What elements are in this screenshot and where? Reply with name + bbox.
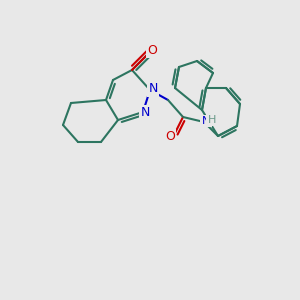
Text: O: O: [165, 130, 175, 143]
Text: O: O: [147, 44, 157, 56]
Text: N: N: [148, 82, 158, 95]
Text: H: H: [208, 115, 216, 125]
Text: N: N: [202, 116, 210, 126]
Text: N: N: [140, 106, 150, 119]
